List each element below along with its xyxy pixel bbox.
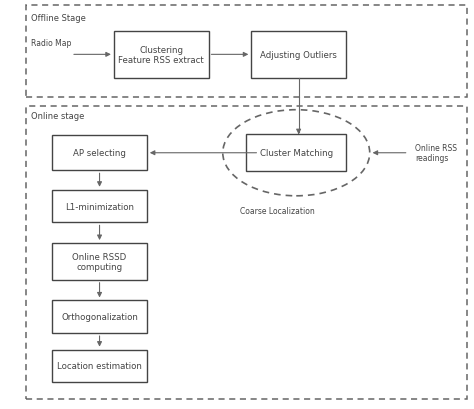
Text: Offline Stage: Offline Stage [31, 14, 86, 23]
Text: Orthogonalization: Orthogonalization [61, 312, 138, 321]
Text: Online RSS
readings: Online RSS readings [415, 144, 457, 163]
Bar [52, 350, 147, 382]
Bar [251, 32, 346, 79]
Bar [52, 301, 147, 333]
Text: Coarse Localization: Coarse Localization [240, 207, 315, 216]
Text: Radio Map: Radio Map [31, 39, 71, 48]
Bar [114, 32, 209, 79]
Text: Adjusting Outliers: Adjusting Outliers [260, 51, 337, 60]
Text: Online stage: Online stage [31, 111, 84, 120]
Text: Online RSSD
computing: Online RSSD computing [73, 252, 127, 272]
Text: Cluster Matching: Cluster Matching [260, 149, 333, 158]
Text: AP selecting: AP selecting [73, 149, 126, 158]
Bar [52, 190, 147, 223]
Text: L1-minimization: L1-minimization [65, 202, 134, 211]
Bar [26, 6, 467, 98]
Bar [26, 106, 467, 399]
Bar [52, 136, 147, 171]
Text: Clustering
Feature RSS extract: Clustering Feature RSS extract [118, 45, 204, 65]
Bar [52, 243, 147, 280]
Bar [246, 135, 346, 172]
Text: Location estimation: Location estimation [57, 362, 142, 371]
